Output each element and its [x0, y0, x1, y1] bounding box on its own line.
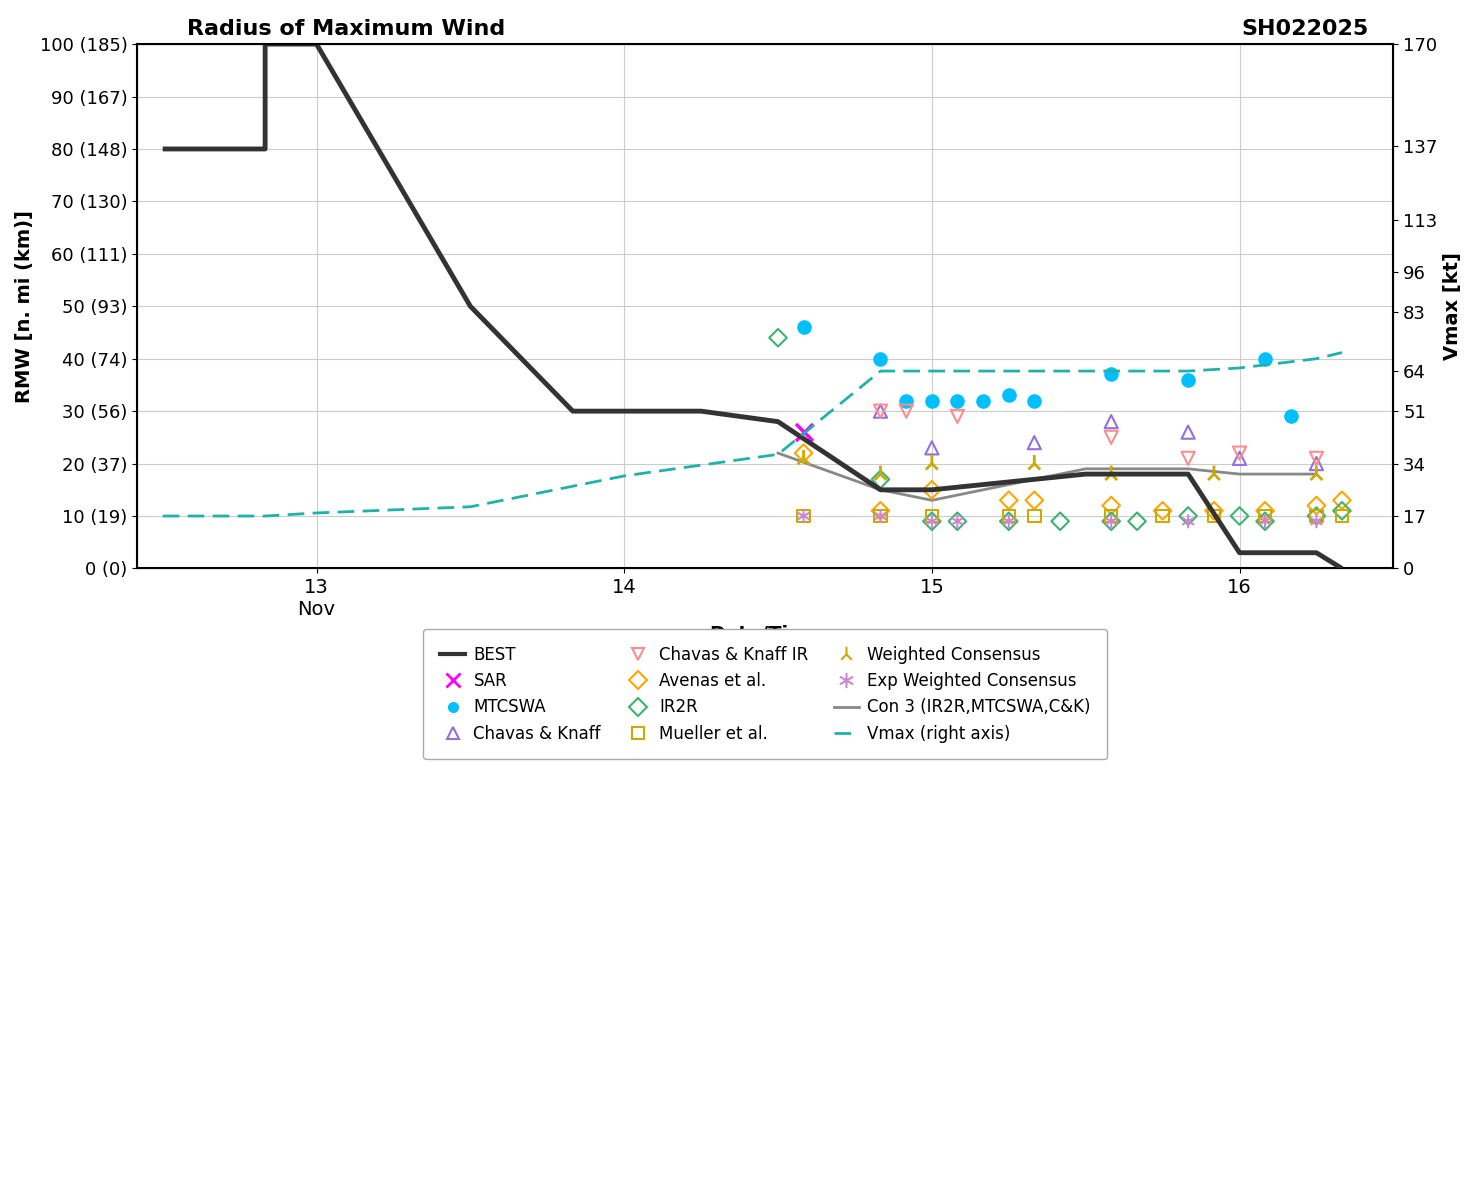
Point [920, 512, 944, 531]
Point [1099, 365, 1123, 384]
Point [767, 328, 790, 347]
Point [972, 392, 995, 411]
Point [1304, 506, 1328, 525]
Point [868, 401, 892, 420]
Point [1254, 502, 1278, 520]
Point [997, 506, 1021, 525]
Point [1331, 491, 1354, 510]
Point [868, 470, 892, 489]
Point [1099, 412, 1123, 431]
Point [1176, 512, 1199, 531]
Text: SH022025: SH022025 [1241, 19, 1368, 39]
Point [792, 506, 815, 525]
Point [1304, 512, 1328, 531]
Point [1304, 506, 1328, 525]
Point [1151, 506, 1174, 525]
Point [868, 349, 892, 368]
Point [1022, 392, 1046, 411]
Point [1022, 433, 1046, 452]
Point [1254, 512, 1278, 531]
Point [1254, 349, 1278, 368]
Point [792, 422, 815, 441]
Point [920, 512, 944, 531]
Point [920, 506, 944, 525]
Point [868, 506, 892, 525]
Point [1099, 465, 1123, 484]
Point [1099, 496, 1123, 514]
Point [920, 480, 944, 499]
Point [1099, 506, 1123, 525]
Point [1227, 448, 1251, 467]
Point [997, 512, 1021, 531]
Point [1151, 502, 1174, 520]
Point [868, 502, 892, 520]
Point [1022, 454, 1046, 473]
Point [920, 454, 944, 473]
Point [920, 392, 944, 411]
Point [945, 512, 969, 531]
Point [1304, 465, 1328, 484]
Point [1099, 428, 1123, 447]
X-axis label: Date/Time: Date/Time [709, 624, 821, 644]
Point [792, 448, 815, 467]
Point [997, 491, 1021, 510]
Point [1331, 502, 1354, 520]
Point [1227, 506, 1251, 525]
Point [1331, 506, 1354, 525]
Point [1176, 422, 1199, 441]
Point [997, 512, 1021, 531]
Point [1254, 506, 1278, 525]
Legend: BEST, SAR, MTCSWA, Chavas & Knaff, Chavas & Knaff IR, Avenas et al., IR2R, Muell: BEST, SAR, MTCSWA, Chavas & Knaff, Chava… [424, 629, 1108, 760]
Point [868, 506, 892, 525]
Point [1304, 454, 1328, 473]
Point [1176, 448, 1199, 467]
Point [792, 506, 815, 525]
Text: Radius of Maximum Wind: Radius of Maximum Wind [188, 19, 505, 39]
Point [945, 392, 969, 411]
Y-axis label: RMW [n. mi (km)]: RMW [n. mi (km)] [15, 210, 34, 402]
Point [1022, 506, 1046, 525]
Point [868, 401, 892, 420]
Point [1202, 502, 1226, 520]
Point [945, 512, 969, 531]
Y-axis label: Vmax [kt]: Vmax [kt] [1443, 253, 1462, 360]
Point [945, 407, 969, 426]
Point [1279, 407, 1303, 426]
Point [1125, 512, 1149, 531]
Point [792, 444, 815, 463]
Point [1254, 512, 1278, 531]
Point [1304, 496, 1328, 514]
Point [1202, 506, 1226, 525]
Point [1099, 512, 1123, 531]
Point [792, 317, 815, 336]
Point [1227, 444, 1251, 463]
Point [997, 386, 1021, 405]
Point [920, 439, 944, 458]
Point [1202, 465, 1226, 484]
Point [1022, 491, 1046, 510]
Point [1099, 512, 1123, 531]
Point [1176, 371, 1199, 389]
Point [1049, 512, 1072, 531]
Point [1176, 506, 1199, 525]
Point [895, 401, 919, 420]
Point [868, 465, 892, 484]
Point [895, 392, 919, 411]
Point [1304, 448, 1328, 467]
